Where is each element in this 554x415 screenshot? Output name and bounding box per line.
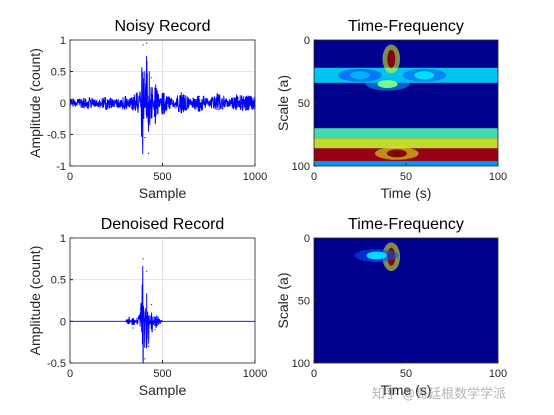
x-tick-label: 0 [67, 171, 73, 183]
y-tick-label: 0 [304, 35, 310, 47]
data-point [142, 258, 144, 260]
data-point [142, 44, 144, 46]
heatmap-hotspot-1 [387, 49, 396, 68]
data-point [87, 104, 90, 107]
chart-title: Noisy Record [114, 18, 210, 35]
heatmap-band-3 [314, 138, 498, 149]
y-axis-label: Amplitude (count) [27, 48, 43, 158]
x-tick-label: 1000 [243, 171, 267, 183]
data-point [161, 320, 164, 322]
chart-title: Time-Frequency [348, 216, 464, 233]
x-tick-label: 0 [311, 171, 317, 183]
x-tick-label: 500 [153, 368, 171, 380]
data-point [148, 345, 150, 347]
data-point [146, 270, 148, 272]
data-point [161, 92, 164, 95]
data-point [150, 304, 152, 306]
data-point [128, 316, 130, 318]
data-point [132, 97, 134, 99]
heatmap-hotspot-5 [386, 149, 407, 158]
data-point [150, 77, 152, 79]
y-tick-label: 50 [298, 296, 310, 308]
data-point [139, 92, 141, 95]
series-line [69, 56, 256, 155]
data-point [180, 109, 182, 112]
data-point [217, 108, 219, 110]
heatmap-background [314, 238, 498, 363]
y-axis-label: Scale (a) [275, 272, 291, 328]
y-tick-label: 100 [292, 358, 310, 370]
data-point [154, 121, 156, 123]
x-tick-label: 100 [489, 171, 507, 183]
x-tick-label: 0 [311, 368, 317, 380]
y-tick-label: 0.5 [51, 275, 66, 287]
heatmap-band-2 [314, 128, 498, 139]
data-point [154, 329, 156, 331]
y-tick-label: 1 [60, 233, 66, 245]
data-point [144, 137, 146, 139]
data-point [139, 312, 141, 314]
heatmap-hotspot-3 [414, 71, 435, 80]
x-tick-label: 50 [400, 171, 412, 183]
y-tick-label: 0.5 [51, 67, 66, 79]
watermark: 知乎 @哥廷根数学学派 [372, 387, 507, 402]
panel-1: 0 500 1000 -1 -0.5 0 0.5 1 Noisy Record Sample Amp… [27, 18, 267, 201]
chart-title: Denoised Record [101, 216, 225, 233]
y-tick-label: -0.5 [47, 130, 66, 142]
x-tick-label: 50 [400, 368, 412, 380]
chart-title: Time-Frequency [348, 18, 464, 35]
x-tick-label: 100 [489, 368, 507, 380]
data-point [106, 99, 108, 101]
heatmap-hotspot-2 [366, 251, 387, 260]
y-axis-label: Scale (a) [275, 75, 291, 131]
data-point [132, 327, 134, 329]
data-point [146, 42, 148, 44]
x-axis-label: Time (s) [381, 185, 432, 201]
y-tick-label: -1 [56, 161, 66, 173]
y-tick-label: 0 [304, 233, 310, 245]
x-tick-label: 0 [67, 368, 73, 380]
y-tick-label: 1 [60, 35, 66, 47]
x-axis-label: Sample [139, 382, 187, 398]
data-point [136, 318, 138, 320]
x-axis-label: Sample [139, 185, 187, 201]
y-tick-label: 0 [60, 98, 66, 110]
data-point [148, 152, 150, 154]
data-point [124, 106, 127, 108]
y-axis-label: Amplitude (count) [27, 246, 43, 356]
heatmap-hotspot-4 [350, 71, 370, 80]
data-point [235, 97, 238, 99]
y-tick-label: 0 [60, 316, 66, 328]
x-tick-label: 1000 [243, 368, 267, 380]
heatmap-hotspot-2 [377, 80, 398, 89]
x-axis-label: Time (s) [381, 382, 432, 398]
y-tick-label: 100 [292, 161, 310, 173]
x-tick-label: 500 [153, 171, 171, 183]
data-point [124, 320, 127, 322]
y-tick-label: 50 [298, 98, 310, 110]
y-tick-label: -0.5 [47, 358, 66, 370]
data-point [198, 96, 201, 98]
data-point [144, 358, 146, 360]
